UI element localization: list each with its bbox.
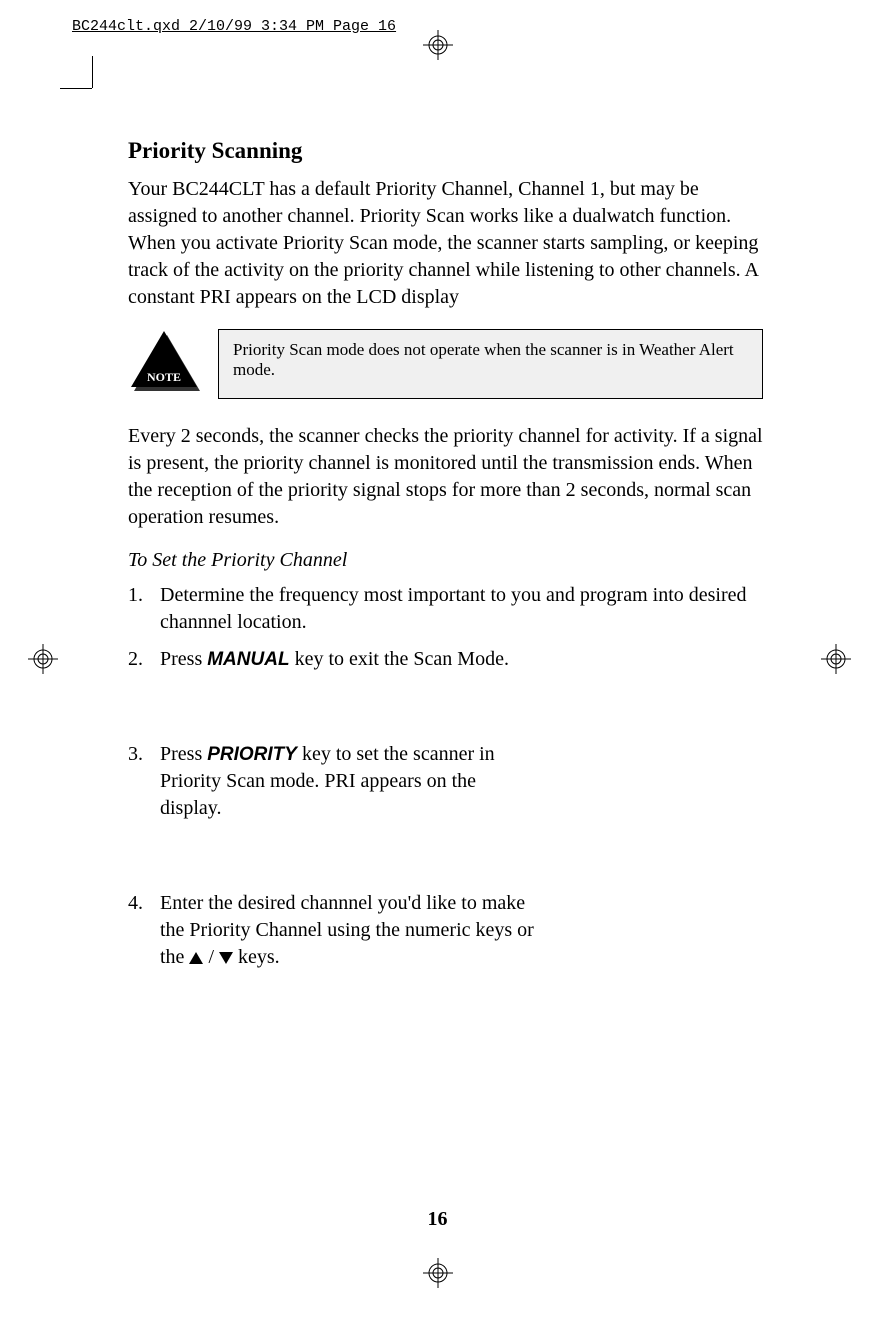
step-number: 1. — [128, 582, 160, 636]
step-number: 4. — [128, 890, 160, 972]
step-text: Determine the frequency most important t… — [160, 582, 763, 636]
down-arrow-icon — [219, 945, 233, 972]
step-text-part: Press — [160, 743, 207, 765]
step-number: 3. — [128, 741, 160, 822]
step-item: 1. Determine the frequency most importan… — [128, 582, 763, 636]
procedure-subheading: To Set the Priority Channel — [128, 549, 763, 572]
up-arrow-icon — [189, 945, 203, 972]
key-label: PRIORITY — [207, 744, 297, 765]
note-callout: NOTE Priority Scan mode does not operate… — [128, 329, 763, 399]
page-number: 16 — [0, 1208, 875, 1231]
step-text-part: / — [203, 946, 219, 968]
step-text-part: keys. — [233, 946, 280, 968]
trim-mark — [60, 88, 92, 89]
registration-mark-left — [28, 644, 58, 674]
step-text-part: Press — [160, 648, 207, 670]
file-meta-header: BC244clt.qxd 2/10/99 3:34 PM Page 16 — [72, 18, 396, 35]
step-number: 2. — [128, 646, 160, 673]
step-text: Press MANUAL key to exit the Scan Mode. — [160, 646, 763, 673]
note-icon: NOTE — [128, 329, 200, 395]
step-item: 2. Press MANUAL key to exit the Scan Mod… — [128, 646, 763, 673]
key-label: MANUAL — [207, 649, 289, 670]
body-paragraph: Every 2 seconds, the scanner checks the … — [128, 423, 763, 531]
step-item: 3. Press PRIORITY key to set the scanner… — [128, 741, 763, 822]
step-text: Enter the desired channnel you'd like to… — [160, 890, 550, 972]
note-text: Priority Scan mode does not operate when… — [218, 329, 763, 399]
registration-mark-bottom — [423, 1258, 453, 1288]
trim-mark — [92, 56, 93, 88]
registration-mark-top — [423, 30, 453, 60]
section-title: Priority Scanning — [128, 138, 763, 164]
step-item: 4. Enter the desired channnel you'd like… — [128, 890, 763, 972]
step-text-part: key to exit the Scan Mode. — [290, 648, 509, 670]
registration-mark-right — [821, 644, 851, 674]
page-content: Priority Scanning Your BC244CLT has a de… — [128, 138, 763, 982]
step-text: Press PRIORITY key to set the scanner in… — [160, 741, 520, 822]
svg-text:NOTE: NOTE — [147, 370, 181, 384]
step-list: 1. Determine the frequency most importan… — [128, 582, 763, 972]
intro-paragraph: Your BC244CLT has a default Priority Cha… — [128, 176, 763, 311]
